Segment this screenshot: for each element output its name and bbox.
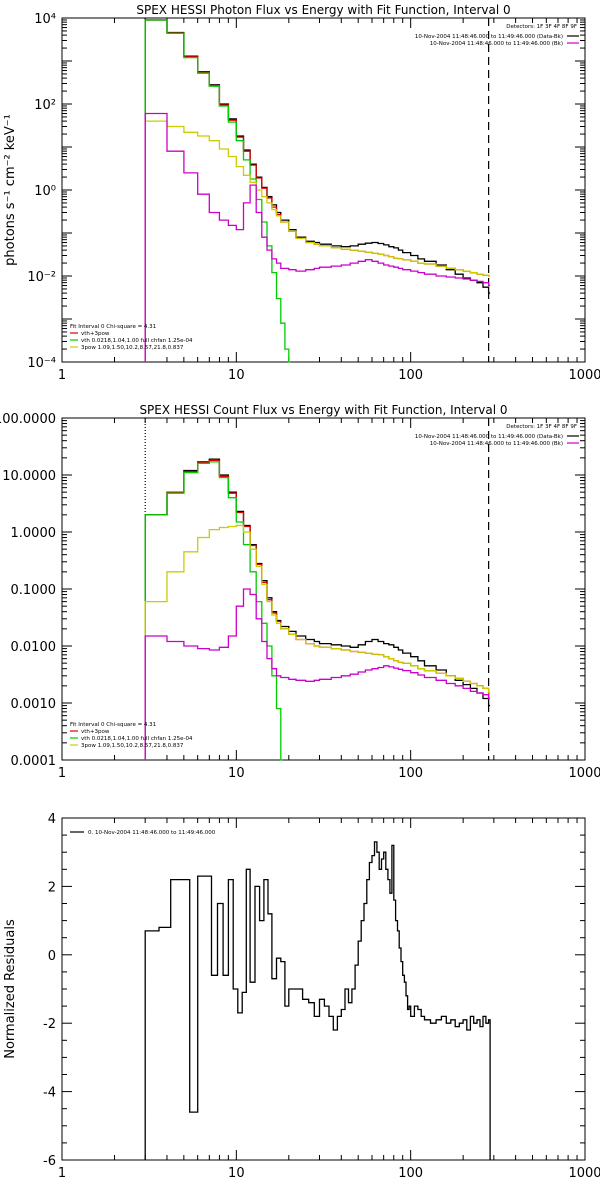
series-line-4: [144, 588, 491, 760]
y-tick-label: 0.1000: [11, 583, 57, 598]
y-tick-label: -4: [43, 1086, 56, 1101]
y-tick-label: 4: [48, 812, 56, 827]
y-axis-label: photons s⁻¹ cm⁻² keV⁻¹: [3, 114, 18, 266]
count-flux-panel: SPEX HESSI Count Flux vs Energy with Fit…: [0, 403, 600, 781]
x-tick-label: 1000: [568, 368, 600, 383]
residuals-panel: 1 10 100 1000 -6 -4 -2 0 2 4 Normalized Residuals 0…: [3, 812, 600, 1181]
legend-label: vth+3pow: [81, 729, 110, 735]
series-line-2: [144, 461, 283, 761]
y-tick-label: 10⁰: [34, 184, 56, 199]
x-tick-label: 1000: [568, 1166, 600, 1181]
x-tick-label: 10: [228, 1166, 245, 1181]
y-tick-label: 2: [48, 880, 56, 895]
y-tick-label: 0: [48, 949, 56, 964]
legend-label: vth 0.0218,1.04,1.00 full chfan 1.25e-04: [81, 338, 193, 344]
series-line-3: [144, 120, 491, 362]
series-line-4: [144, 112, 491, 362]
series-line-1: [144, 459, 491, 760]
legend-label: 10-Nov-2004 11:48:46.000 to 11:49:46.000…: [430, 41, 563, 47]
y-tick-label: 0.0010: [11, 697, 57, 712]
detectors-label: Detectors: 1F 3F 4F 8F 9F: [506, 24, 577, 30]
legend-label: 10-Nov-2004 11:48:46.000 to 11:49:46.000…: [415, 434, 563, 440]
y-tick-label: 100.0000: [0, 412, 56, 427]
y-tick-label: 0.0001: [11, 754, 57, 769]
x-tick-label: 1: [58, 766, 66, 781]
series-line-1: [144, 19, 491, 362]
legend-label: 10-Nov-2004 11:48:46.000 to 11:49:46.000…: [430, 441, 563, 447]
detectors-label: Detectors: 1F 3F 4F 8F 9F: [506, 424, 577, 430]
y-tick-label: -2: [43, 1017, 56, 1032]
plot-frame: [61, 17, 586, 363]
legend-label: 0. 10-Nov-2004 11:48:46.000 to 11:49:46.…: [88, 830, 216, 836]
plot-frame: [61, 417, 586, 761]
x-tick-label: 10: [228, 368, 245, 383]
chart-title: SPEX HESSI Photon Flux vs Energy with Fi…: [136, 3, 510, 17]
plot-frame: [61, 817, 586, 1161]
y-tick-label: 0.0100: [11, 640, 57, 655]
y-tick-label: 10⁻⁴: [27, 356, 56, 371]
series-line-3: [144, 524, 491, 760]
series-line-0: [144, 841, 491, 1160]
fit-info-label: Fit Interval 0 Chi-square = 4.31: [70, 722, 156, 728]
series-line-0: [144, 458, 491, 760]
legend-label: 3pow 1.09,1.50,10.2,8.57,21.8,0.837: [81, 345, 184, 351]
x-tick-label: 100: [398, 1166, 423, 1181]
legend-label: 10-Nov-2004 11:48:46.000 to 11:49:46.000…: [415, 34, 563, 40]
x-tick-label: 100: [398, 766, 423, 781]
x-tick-label: 10: [228, 766, 245, 781]
x-tick-label: 1: [58, 368, 66, 383]
x-tick-label: 1: [58, 1166, 66, 1181]
y-tick-label: 1.0000: [11, 526, 57, 541]
y-tick-label: 10²: [34, 98, 56, 113]
y-tick-label: 10⁴: [34, 12, 56, 27]
y-axis-label: Normalized Residuals: [3, 919, 18, 1059]
legend-label: vth+3pow: [81, 331, 110, 337]
photon-flux-panel: SPEX HESSI Photon Flux vs Energy with Fi…: [3, 3, 600, 383]
chart-title: SPEX HESSI Count Flux vs Energy with Fit…: [139, 403, 507, 417]
fit-info-label: Fit Interval 0 Chi-square = 4.31: [70, 324, 156, 330]
y-tick-label: 10⁻²: [27, 270, 56, 285]
x-tick-label: 100: [398, 368, 423, 383]
y-tick-label: -6: [43, 1154, 56, 1169]
legend-label: 3pow 1.09,1.50,10.2,8.57,21.8,0.837: [81, 743, 184, 749]
legend-label: vth 0.0218,1.04,1.00 full chfan 1.25e-04: [81, 736, 193, 742]
x-tick-label: 1000: [568, 766, 600, 781]
series-line-0: [144, 19, 491, 362]
series-line-2: [144, 19, 291, 363]
y-tick-label: 10.0000: [2, 469, 56, 484]
